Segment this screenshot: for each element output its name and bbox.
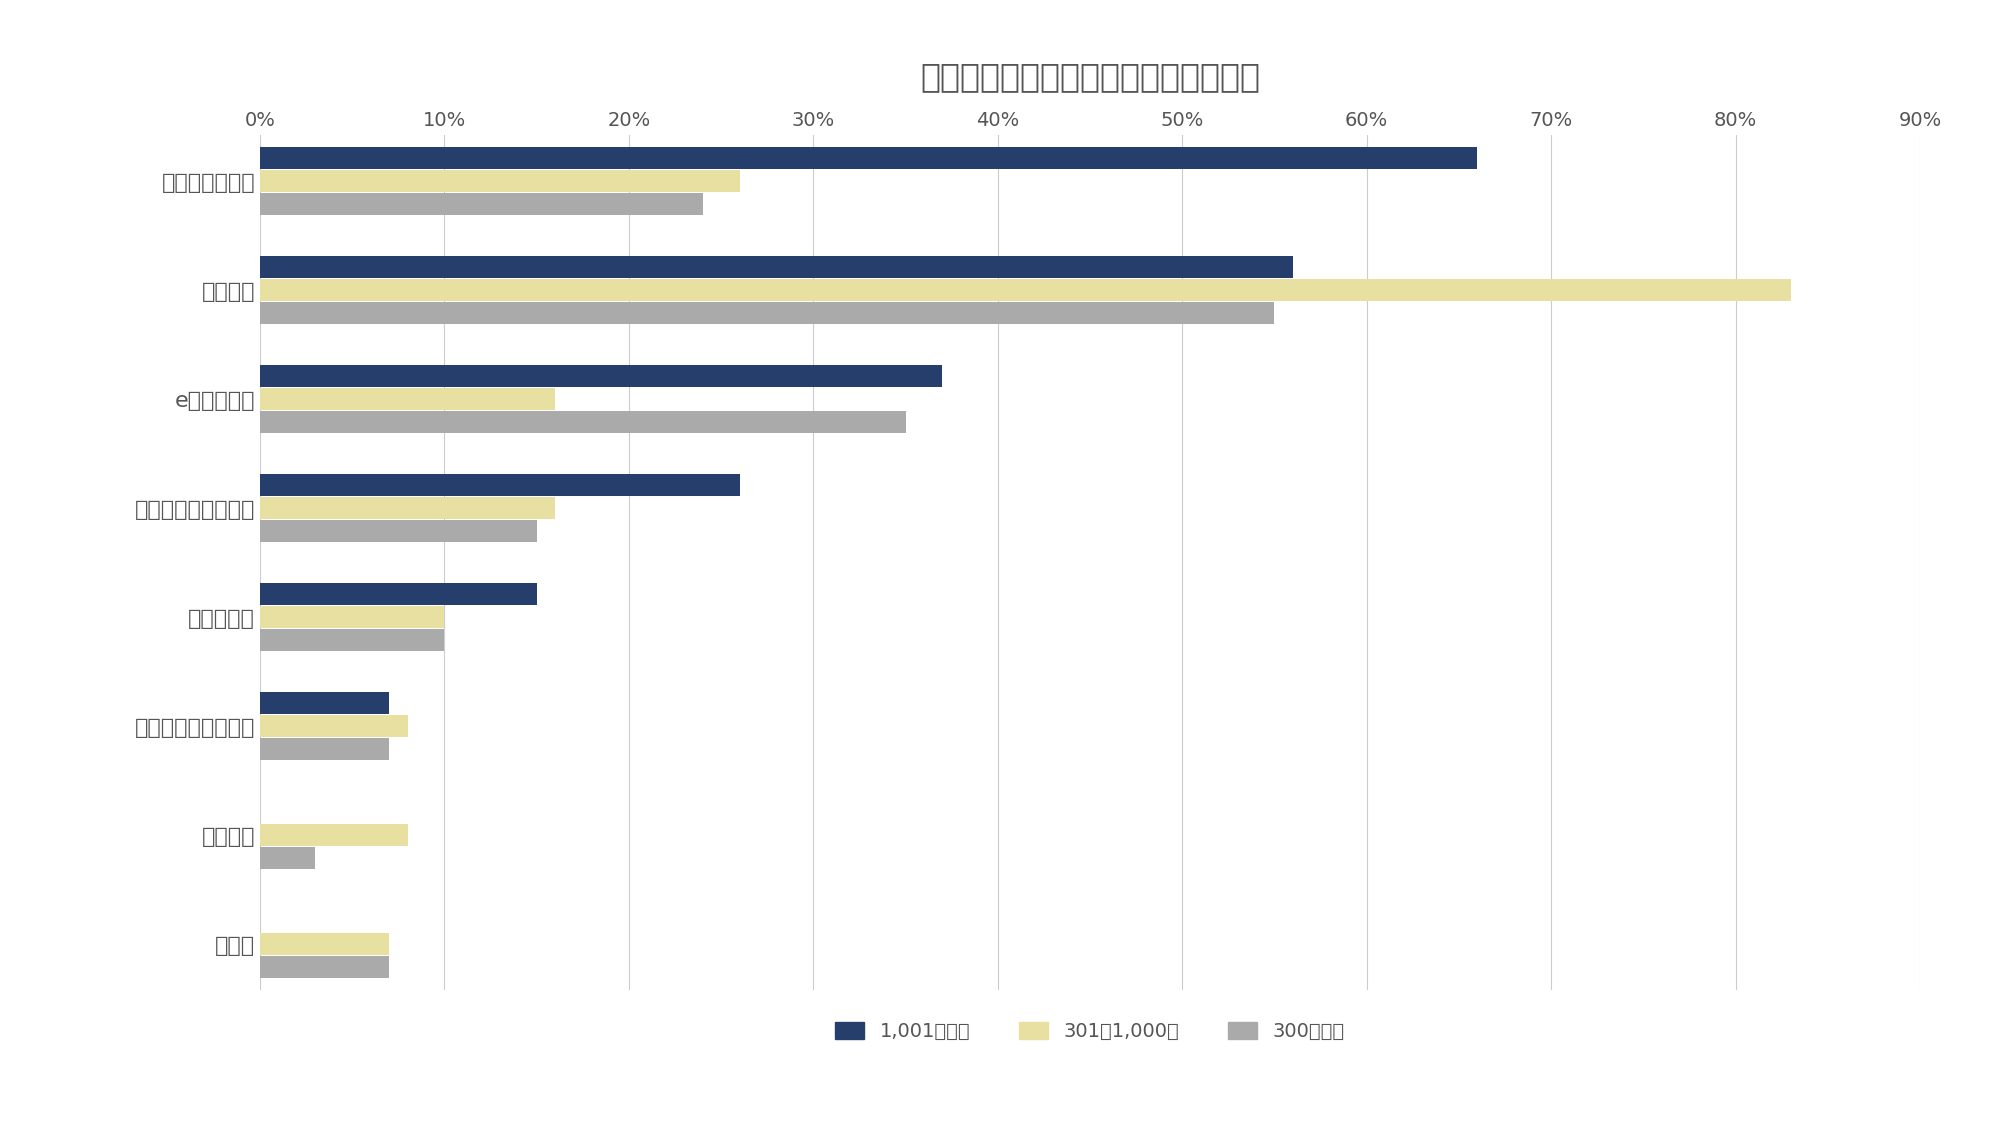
Bar [260, 256, 1292, 278]
Bar [260, 692, 390, 714]
Bar [260, 411, 906, 433]
Bar [260, 934, 390, 955]
Bar [260, 847, 316, 868]
Bar [260, 388, 556, 409]
Bar [260, 520, 536, 542]
Bar [260, 956, 390, 978]
Bar [260, 583, 536, 605]
Bar [260, 825, 408, 846]
Bar [260, 147, 1478, 169]
Bar [260, 738, 390, 759]
Bar [260, 629, 444, 651]
Bar [260, 302, 1274, 324]
Bar [260, 192, 702, 215]
Bar [260, 716, 408, 737]
Title: 企業規模別　中堅社員研修の実施形式: 企業規模別 中堅社員研修の実施形式 [920, 60, 1260, 93]
Bar [260, 497, 556, 519]
Bar [260, 366, 942, 387]
Legend: 1,001名以上, 301〜1,000名, 300名以下: 1,001名以上, 301〜1,000名, 300名以下 [828, 1014, 1352, 1048]
Bar [260, 279, 1790, 300]
Bar [260, 474, 740, 496]
Bar [260, 606, 444, 628]
Bar [260, 170, 740, 191]
